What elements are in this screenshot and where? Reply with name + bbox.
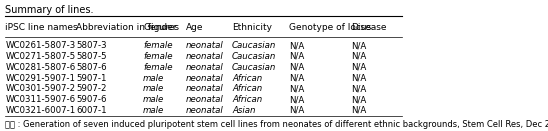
Text: neonatal: neonatal — [186, 95, 224, 104]
Text: N/A: N/A — [289, 106, 304, 115]
Text: Caucasian: Caucasian — [232, 41, 277, 50]
Text: Ethnicity: Ethnicity — [232, 23, 272, 32]
Text: Caucasian: Caucasian — [232, 63, 277, 72]
Text: N/A: N/A — [351, 52, 367, 61]
Text: N/A: N/A — [289, 52, 304, 61]
Text: female: female — [143, 63, 173, 72]
Text: Asian: Asian — [232, 106, 255, 115]
Text: male: male — [143, 73, 164, 83]
Text: neonatal: neonatal — [186, 73, 224, 83]
Text: neonatal: neonatal — [186, 63, 224, 72]
Text: Summary of lines.: Summary of lines. — [5, 5, 94, 15]
Text: N/A: N/A — [289, 95, 304, 104]
Text: WC0321-6007-1: WC0321-6007-1 — [5, 106, 76, 115]
Text: neonatal: neonatal — [186, 84, 224, 93]
Text: N/A: N/A — [351, 106, 367, 115]
Text: male: male — [143, 106, 164, 115]
Text: Age: Age — [186, 23, 203, 32]
Text: neonatal: neonatal — [186, 52, 224, 61]
Text: WC0281-5807-6: WC0281-5807-6 — [5, 63, 76, 72]
Text: 5807-5: 5807-5 — [76, 52, 107, 61]
Text: 5907-6: 5907-6 — [76, 95, 107, 104]
Text: WC0311-5907-6: WC0311-5907-6 — [5, 95, 76, 104]
Text: N/A: N/A — [351, 63, 367, 72]
Text: N/A: N/A — [351, 84, 367, 93]
Text: 5907-1: 5907-1 — [76, 73, 107, 83]
Text: N/A: N/A — [351, 95, 367, 104]
Text: WC0271-5807-5: WC0271-5807-5 — [5, 52, 76, 61]
Text: African: African — [232, 73, 262, 83]
Text: Disease: Disease — [351, 23, 387, 32]
Text: Genotype of locus: Genotype of locus — [289, 23, 371, 32]
Text: 5807-6: 5807-6 — [76, 63, 107, 72]
Text: African: African — [232, 84, 262, 93]
Text: N/A: N/A — [289, 73, 304, 83]
Text: female: female — [143, 41, 173, 50]
Text: N/A: N/A — [289, 41, 304, 50]
Text: male: male — [143, 84, 164, 93]
Text: African: African — [232, 95, 262, 104]
Text: iPSC line names: iPSC line names — [5, 23, 78, 32]
Text: N/A: N/A — [289, 84, 304, 93]
Text: Abbreviation in figures: Abbreviation in figures — [76, 23, 179, 32]
Text: neonatal: neonatal — [186, 41, 224, 50]
Text: 6007-1: 6007-1 — [76, 106, 107, 115]
Text: N/A: N/A — [289, 63, 304, 72]
Text: N/A: N/A — [351, 41, 367, 50]
Text: WC0261-5807-3: WC0261-5807-3 — [5, 41, 76, 50]
Text: 5807-3: 5807-3 — [76, 41, 107, 50]
Text: 5907-2: 5907-2 — [76, 84, 107, 93]
Text: female: female — [143, 52, 173, 61]
Text: WC0301-5907-2: WC0301-5907-2 — [5, 84, 76, 93]
Text: neonatal: neonatal — [186, 106, 224, 115]
Text: 자료 : Generation of seven induced pluripotent stem cell lines from neonates of di: 자료 : Generation of seven induced pluripo… — [5, 120, 548, 129]
Text: Gender: Gender — [143, 23, 176, 32]
Text: N/A: N/A — [351, 73, 367, 83]
Text: Caucasian: Caucasian — [232, 52, 277, 61]
Text: male: male — [143, 95, 164, 104]
Text: WC0291-5907-1: WC0291-5907-1 — [5, 73, 76, 83]
